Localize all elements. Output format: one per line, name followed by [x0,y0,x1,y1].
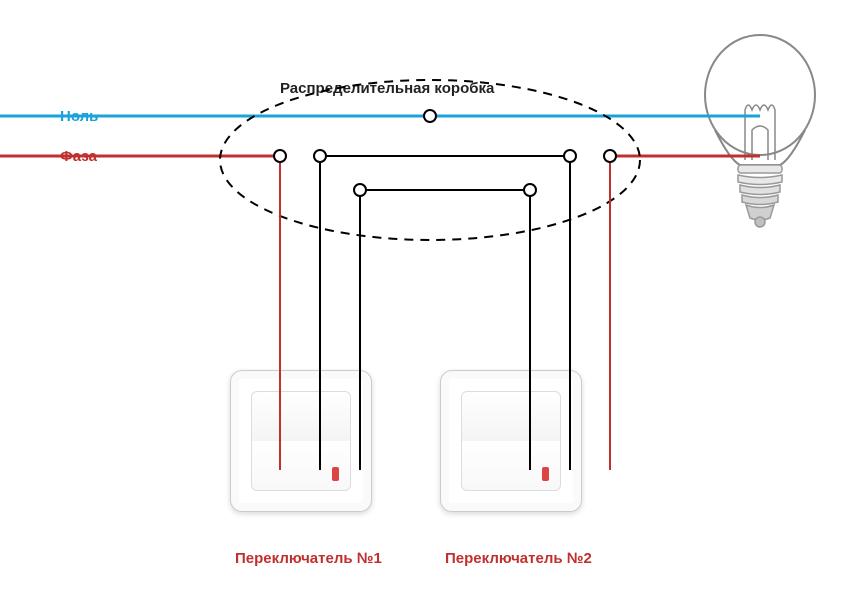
label-junction-box: Распределительная коробка [280,80,494,97]
switch-1 [230,370,372,512]
label-neutral: Ноль [60,108,98,125]
switch-1-indicator [332,467,339,481]
switch-2-indicator [542,467,549,481]
label-phase: Фаза [60,148,97,165]
label-switch-2: Переключатель №2 [445,550,592,567]
switch-2 [440,370,582,512]
label-switch-1: Переключатель №1 [235,550,382,567]
light-bulb-icon [690,30,830,230]
